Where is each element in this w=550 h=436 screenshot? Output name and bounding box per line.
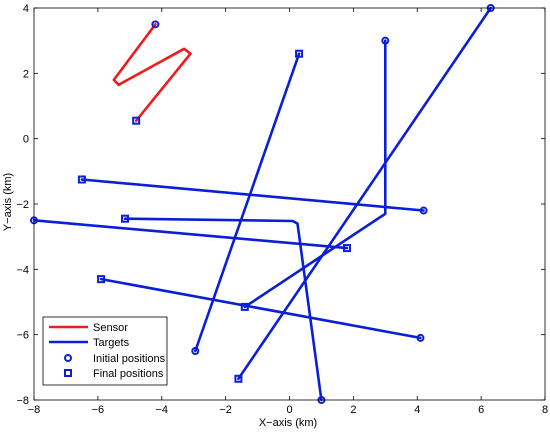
target-initial-marker	[416, 333, 425, 342]
target-final-marker	[342, 244, 351, 253]
x-tick-label: −8	[28, 404, 41, 416]
target-path-5	[194, 52, 301, 353]
x-tick-label: 0	[286, 404, 292, 416]
y-tick-label: −6	[16, 330, 29, 342]
y-tick-label: 2	[23, 68, 29, 80]
x-tick-label: 2	[350, 404, 356, 416]
x-tick-label: −6	[92, 404, 105, 416]
legend-final-marker-icon	[64, 369, 72, 377]
legend-initial-label: Initial positions	[93, 353, 166, 365]
y-tick-label: 4	[23, 3, 29, 15]
legend-sensor-label: Sensor	[93, 322, 128, 334]
ticks-layer: −8 −6 −4 −2 0 2 4 6 8 −8 −6 −4 −2 0 2 4	[16, 3, 548, 416]
target-final-marker	[234, 374, 243, 383]
sensor-final-marker	[132, 116, 141, 125]
legend-initial-marker-icon	[64, 354, 72, 362]
target-path-7	[123, 217, 323, 402]
legend: Sensor Targets Initial positions Final p…	[42, 316, 168, 386]
y-tick-label: 0	[23, 134, 29, 146]
target-path-1	[80, 178, 425, 212]
y-tick-label: −2	[16, 199, 29, 211]
target-path-6	[243, 39, 387, 309]
x-tick-label: −2	[219, 404, 232, 416]
legend-final-label: Final positions	[93, 368, 164, 380]
target-initial-marker	[381, 36, 390, 45]
target-path-2	[32, 219, 349, 250]
target-final-marker	[295, 49, 304, 58]
target-final-marker	[97, 275, 106, 284]
y-tick-label: −4	[16, 264, 29, 276]
x-axis-label: X−axis (km)	[259, 417, 317, 429]
x-tick-label: 8	[542, 404, 548, 416]
sensor-path	[112, 23, 192, 122]
target-final-marker	[240, 302, 249, 311]
target-final-marker	[77, 175, 86, 184]
target-final-marker	[121, 214, 130, 223]
y-tick-label: −8	[16, 395, 29, 407]
target-path-4	[237, 6, 492, 381]
x-tick-label: −4	[155, 404, 168, 416]
marker-layer	[30, 4, 495, 404]
x-tick-label: 6	[478, 404, 484, 416]
target-initial-marker	[191, 347, 200, 355]
target-initial-marker	[419, 206, 428, 215]
legend-targets-label: Targets	[93, 337, 130, 349]
legend-box	[42, 316, 168, 386]
target-path-3	[99, 277, 422, 340]
series-layer	[32, 6, 492, 402]
sensor-initial-marker	[151, 20, 160, 29]
y-axis-label: Y−axis (km)	[2, 173, 14, 231]
x-tick-label: 4	[414, 404, 420, 416]
